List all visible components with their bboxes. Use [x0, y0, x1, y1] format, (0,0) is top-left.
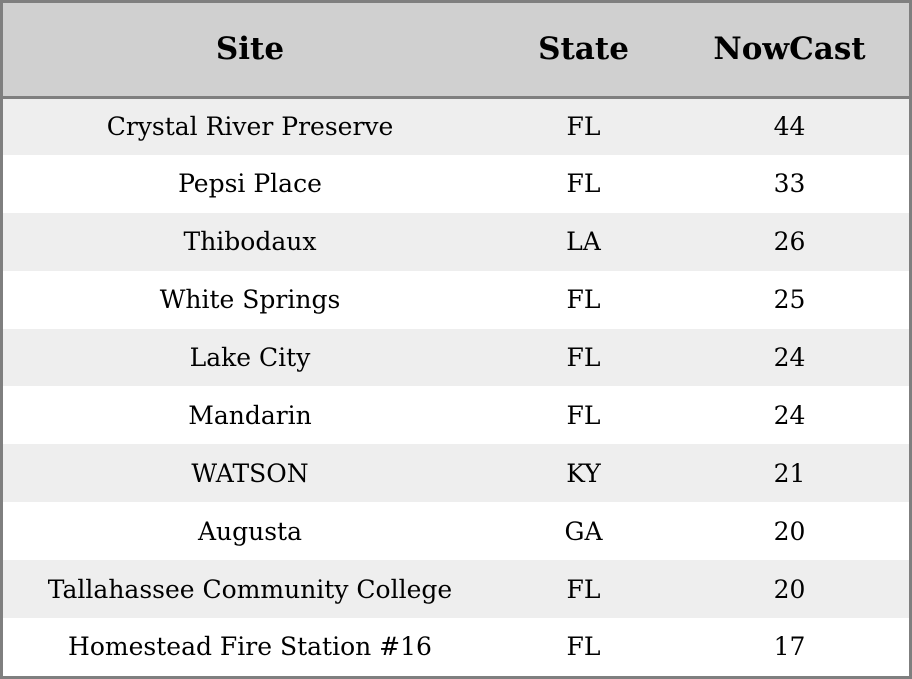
table-row: Mandarin FL 24	[3, 386, 909, 445]
table-row: WATSON KY 21	[3, 444, 909, 503]
cell-site: Mandarin	[188, 400, 312, 430]
table-row: Lake City FL 24	[3, 328, 909, 387]
cell-nowcast: 25	[773, 285, 806, 315]
table-row: Pepsi Place FL 33	[3, 154, 909, 213]
cell-state: FL	[566, 169, 601, 199]
cell-state: FL	[566, 285, 601, 315]
cell-nowcast: 20	[773, 574, 806, 604]
cell-nowcast: 33	[773, 169, 806, 199]
cell-site: WATSON	[191, 458, 309, 488]
cell-site: Tallahassee Community College	[47, 574, 453, 604]
cell-nowcast: 17	[773, 632, 806, 662]
cell-site: Pepsi Place	[178, 169, 322, 199]
cell-state: GA	[564, 516, 603, 546]
table-row: Homestead Fire Station #16 FL 17	[3, 618, 909, 676]
table-row: Crystal River Preserve FL 44	[3, 97, 909, 155]
table-row: Tallahassee Community College FL 20	[3, 560, 909, 619]
cell-state: FL	[566, 632, 601, 662]
cell-nowcast: 24	[773, 343, 806, 372]
cell-state: KY	[566, 458, 601, 488]
column-header-nowcast: NowCast	[670, 3, 909, 99]
cell-state: FL	[566, 343, 601, 372]
table-row: Augusta GA 20	[3, 502, 909, 561]
cell-nowcast: 44	[773, 112, 806, 142]
cell-site: Homestead Fire Station #16	[68, 632, 432, 662]
cell-site: Augusta	[197, 516, 303, 546]
cell-state: LA	[566, 227, 601, 257]
table-row: Thibodaux LA 26	[3, 212, 909, 271]
cell-state: FL	[566, 574, 601, 604]
table-body: Crystal River Preserve FL 44 Pepsi Place FL 3…	[3, 97, 909, 676]
cell-nowcast: 20	[773, 516, 806, 546]
cell-nowcast: 21	[773, 458, 806, 488]
cell-state: FL	[566, 400, 601, 430]
cell-site: Lake City	[189, 343, 311, 372]
column-header-site: Site	[3, 3, 497, 99]
cell-site: White Springs	[159, 285, 341, 315]
table-row: White Springs FL 25	[3, 270, 909, 329]
column-header-state: State	[497, 3, 670, 99]
data-table: Site State NowCast Crystal River Preserve F…	[3, 3, 909, 676]
cell-site: Thibodaux	[183, 227, 317, 257]
cell-site: Crystal River Preserve	[106, 112, 394, 142]
header-row: Site State NowCast	[3, 3, 909, 99]
cell-nowcast: 24	[773, 400, 806, 430]
cell-nowcast: 26	[773, 227, 806, 257]
cell-state: FL	[566, 112, 601, 142]
